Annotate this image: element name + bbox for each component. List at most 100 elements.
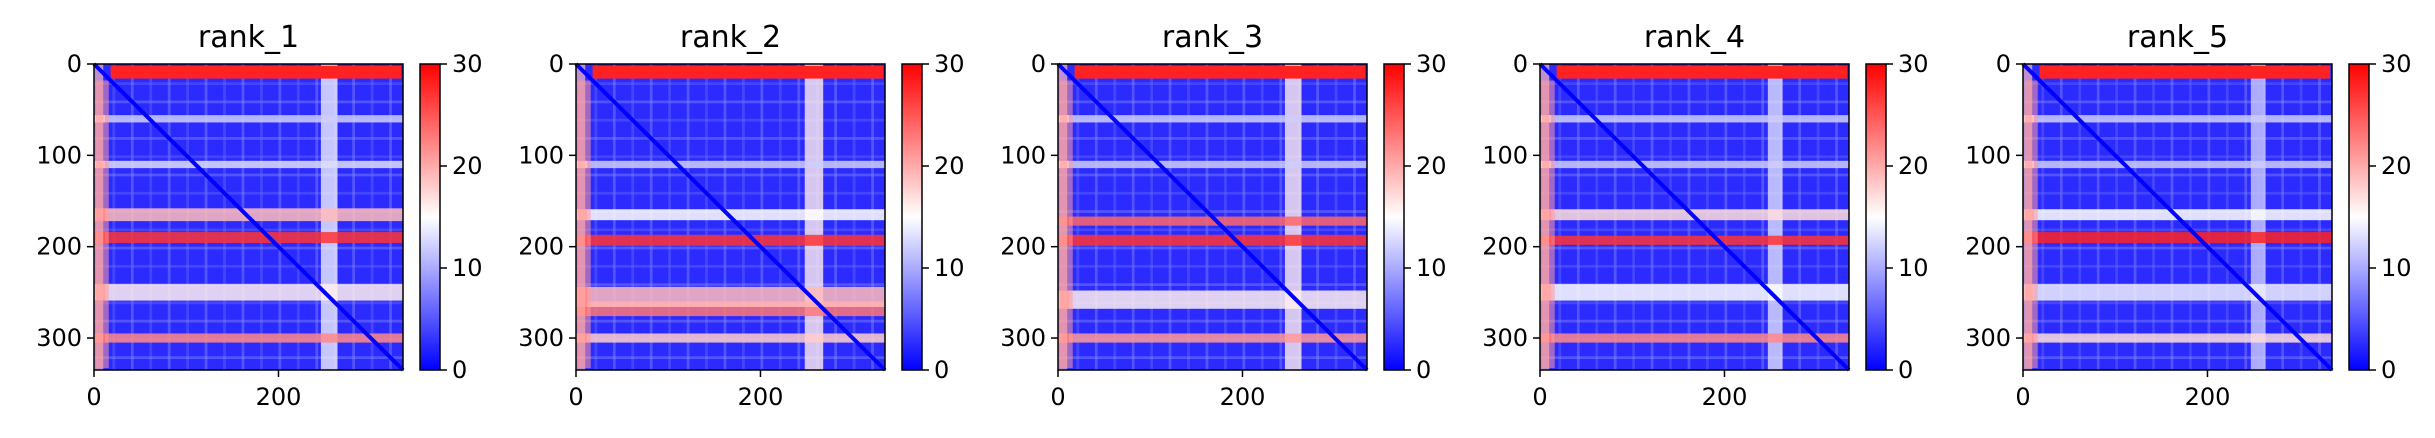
y-tick-label: 200 [1965,233,2011,261]
texture-row [1540,264,1849,268]
texture-row [94,246,403,250]
texture-row [1058,356,1367,360]
texture-row [576,173,885,177]
colorbar-tick-label: 0 [1898,356,1913,384]
texture-row [1540,356,1849,360]
colorbar-tick-label: 20 [1416,152,1447,180]
colorbar-tick-label: 0 [1416,356,1431,384]
colorbar-tick-label: 0 [2381,356,2396,384]
heatmap-left-column [1541,80,1555,369]
colorbar-tick-label: 0 [452,356,467,384]
heatmap-panel-1: rank_1 0 200 0 100 200 300 0 10 20 30 [36,20,482,411]
y-tick-label: 300 [1965,324,2011,352]
texture-row [94,137,403,140]
y-tick-label: 300 [518,324,564,352]
colorbar-tick-label: 30 [934,50,965,78]
colorbar-tick-label: 10 [934,254,965,282]
y-tick-label: 0 [67,50,82,78]
x-tick-label: 0 [2015,383,2030,411]
heatmap-top-strip [592,65,884,79]
plot-frame [1057,63,1368,371]
heatmap-row-band [1067,290,1367,309]
texture-row [2023,191,2332,195]
texture-row [94,100,403,104]
heatmap-row-band [585,234,885,246]
heatmap-left-column [95,80,109,369]
texture-row [1540,301,1849,305]
texture-row [1058,82,1367,86]
texture-row [1540,173,1849,177]
y-tick-label: 100 [1965,141,2011,169]
texture-row [576,100,885,104]
texture-row [2023,155,2332,159]
x-tick-label: 0 [86,383,101,411]
x-tick-label: 200 [2185,383,2231,411]
x-tick-label: 200 [738,383,784,411]
heatmap-diagonal [92,62,405,372]
heatmap-panel-5: rank_5 0 200 0 100 200 300 0 10 20 30 [1965,20,2411,411]
texture-row [94,155,403,159]
texture-row [2023,246,2332,250]
colorbar-tick-label: 10 [1898,254,1929,282]
heatmap-row-band [2032,160,2332,169]
y-tick-label: 0 [1031,50,1046,78]
texture-row [576,356,885,360]
heatmap-diagonal [1538,62,1851,372]
y-tick-label: 0 [1996,50,2011,78]
texture-row [576,283,885,286]
texture-row [1058,210,1367,213]
heatmap-row-band [1549,235,1849,245]
texture-row [1058,100,1367,104]
texture-row [1058,173,1367,177]
colorbar-tick-label: 0 [934,356,949,384]
texture-row [2023,301,2332,305]
texture-row [2023,356,2332,360]
heatmap-row-band [585,333,885,343]
heatmap-left-column [2024,80,2038,369]
y-tick-label: 100 [1482,141,1528,169]
colorbar [901,63,923,371]
y-tick-label: 300 [1000,324,1046,352]
plot-frame [575,63,886,371]
y-tick-label: 100 [36,141,82,169]
texture-row [2023,137,2332,140]
texture-row [1058,155,1367,159]
heatmap-panel-4: rank_4 0 200 0 100 200 300 0 10 20 30 [1482,20,1928,411]
texture-row [94,319,403,323]
colorbar [2348,63,2370,371]
heatmap-row-band [1067,234,1367,246]
heatmap-row-band [1067,333,1367,343]
heatmap-row-band [2032,232,2332,244]
heatmap-left-column [1059,80,1073,369]
y-tick-label: 200 [1000,233,1046,261]
texture-row [2023,173,2332,177]
heatmap-image [2021,62,2334,372]
texture-row [576,155,885,159]
y-tick-label: 200 [1482,233,1528,261]
heatmap-image [92,62,405,372]
texture-row [2023,319,2332,323]
heatmap-row-band [103,115,403,123]
y-tick-label: 300 [36,324,82,352]
heatmap-diagonal [2021,62,2334,372]
texture-row [1540,137,1849,140]
heatmap-top-strip [1556,65,1848,79]
texture-row [94,228,403,232]
x-tick-label: 0 [1050,383,1065,411]
heatmap-row-band [2032,115,2332,123]
heatmap-diagonal [1056,62,1369,372]
heatmap-row-band [1549,333,1849,343]
texture-row [1058,246,1367,250]
texture-row [1540,155,1849,159]
texture-row [1058,191,1367,195]
y-tick-label: 100 [1000,141,1046,169]
texture-row [1058,264,1367,268]
heatmap-top-strip [1074,65,1366,79]
plot-frame [1539,63,1850,371]
texture-row [576,137,885,140]
panel-title: rank_3 [1162,20,1263,55]
y-tick-label: 300 [1482,324,1528,352]
heatmap-panel-3: rank_3 0 200 0 100 200 300 0 10 20 30 [1000,20,1446,411]
y-tick-label: 0 [549,50,564,78]
